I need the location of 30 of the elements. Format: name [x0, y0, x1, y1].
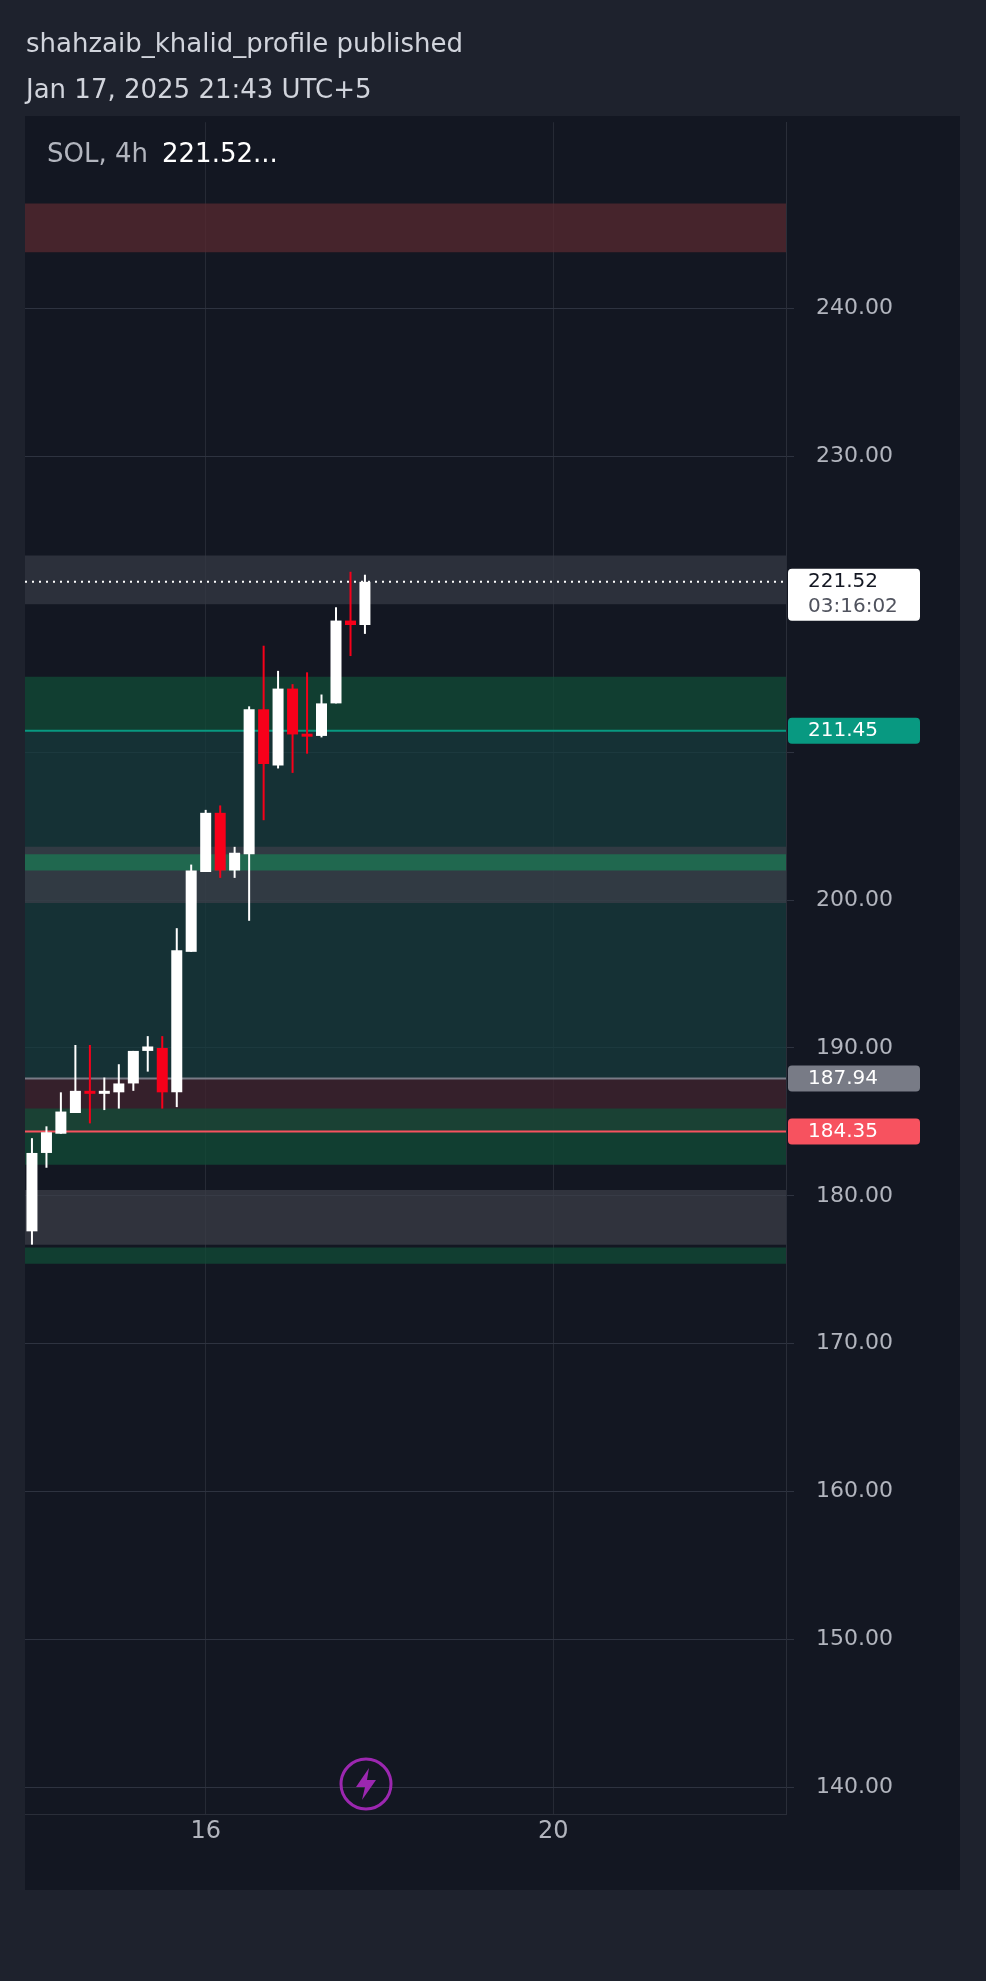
- candlestick: [84, 1044, 96, 1125]
- y-tick-label: 150.00: [816, 1625, 893, 1651]
- candlestick: [301, 671, 313, 755]
- x-tick-label: 16: [190, 1815, 221, 1844]
- y-tick-label: 140.00: [816, 1773, 893, 1799]
- y-tick-label: 170.00: [816, 1329, 893, 1355]
- candlestick: [40, 1125, 52, 1169]
- text: SOL, 4h: [47, 138, 149, 168]
- y-tick-label: 190.00: [816, 1033, 893, 1059]
- y-tick-label: 160.00: [816, 1477, 893, 1503]
- text: 03:16:02: [808, 593, 898, 618]
- candlestick: [69, 1044, 81, 1115]
- ref-line-label: 211.45: [808, 716, 878, 741]
- text: shahzaib_khalid_profile published: [26, 27, 464, 60]
- candlestick: [345, 570, 357, 658]
- y-tick-label: 180.00: [816, 1181, 893, 1207]
- y-tick-label: 200.00: [816, 885, 893, 911]
- y-tick-label: 230.00: [816, 442, 893, 468]
- text: Jan 17, 2025 21:43 UTC+5: [26, 73, 373, 106]
- candlestick: [55, 1091, 67, 1135]
- text: 221.52...: [162, 138, 278, 168]
- ref-line-label: 184.35: [808, 1117, 878, 1142]
- ref-line-label: 221.52: [808, 568, 878, 593]
- candlestick: [98, 1076, 110, 1112]
- candlestick: [142, 1035, 154, 1073]
- y-tick-label: 240.00: [816, 294, 893, 320]
- candlestick: [113, 1063, 125, 1110]
- ref-line-label: 187.94: [808, 1064, 878, 1089]
- x-tick-label: 20: [537, 1815, 569, 1844]
- candlestick: [229, 845, 241, 879]
